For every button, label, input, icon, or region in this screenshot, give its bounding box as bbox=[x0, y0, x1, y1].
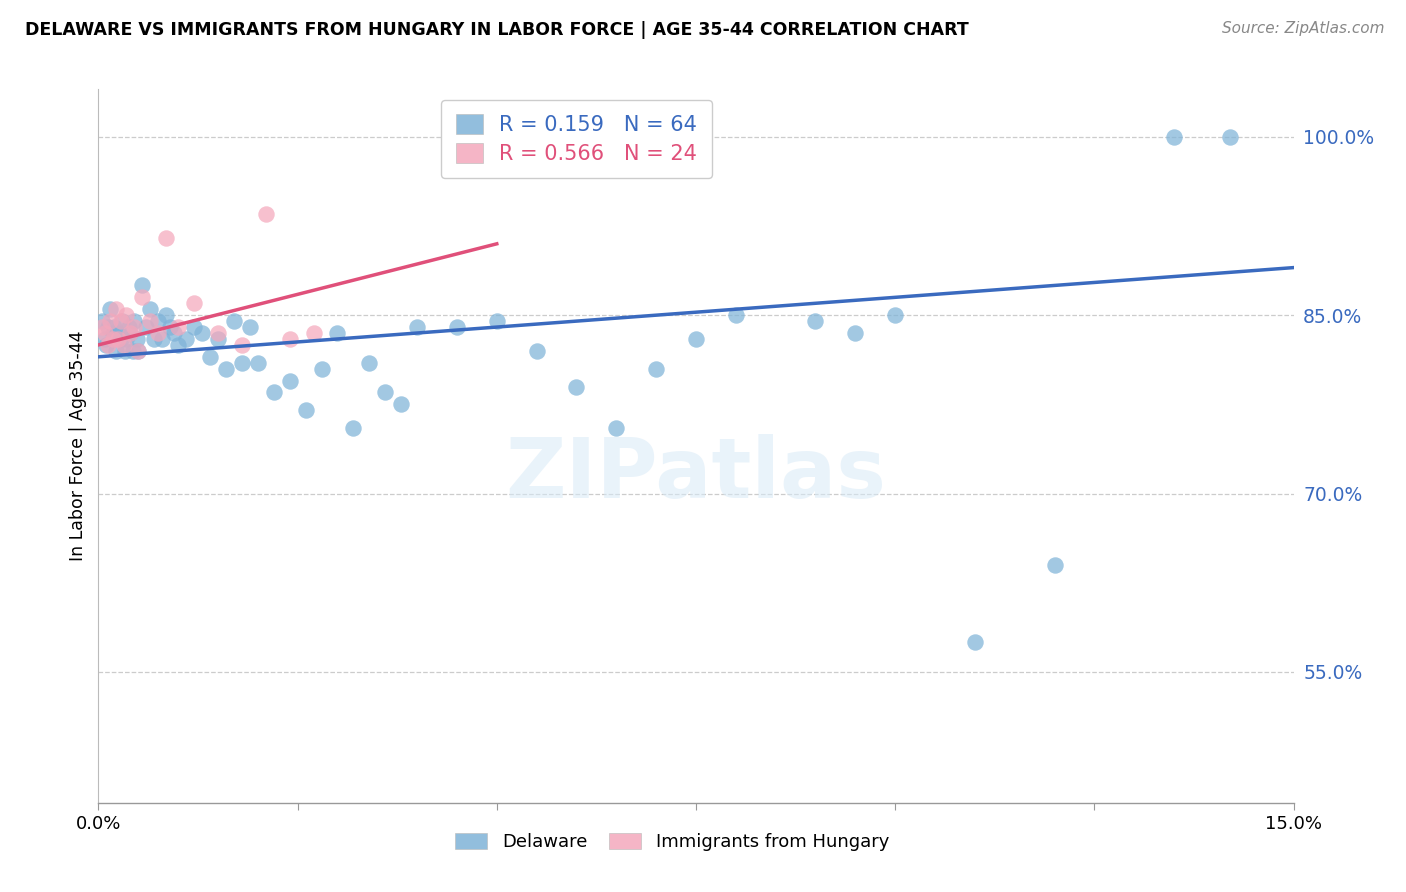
Point bbox=[207, 332, 229, 346]
Point bbox=[131, 290, 153, 304]
Point bbox=[112, 338, 135, 352]
Point bbox=[104, 302, 127, 317]
Point bbox=[155, 308, 177, 322]
Point bbox=[98, 302, 122, 317]
Point bbox=[174, 332, 197, 346]
Point bbox=[120, 326, 142, 340]
Point bbox=[311, 361, 333, 376]
Point bbox=[111, 314, 134, 328]
Point bbox=[91, 320, 114, 334]
Point bbox=[302, 326, 325, 340]
Point bbox=[231, 356, 253, 370]
Point bbox=[278, 374, 301, 388]
Point bbox=[215, 361, 238, 376]
Text: DELAWARE VS IMMIGRANTS FROM HUNGARY IN LABOR FORCE | AGE 35-44 CORRELATION CHART: DELAWARE VS IMMIGRANTS FROM HUNGARY IN L… bbox=[25, 21, 969, 38]
Point bbox=[183, 296, 205, 310]
Point bbox=[565, 379, 588, 393]
Point bbox=[167, 338, 190, 352]
Point bbox=[97, 338, 120, 352]
Point bbox=[1043, 558, 1066, 572]
Point bbox=[148, 314, 170, 328]
Point bbox=[342, 421, 364, 435]
Point bbox=[124, 314, 146, 328]
Point bbox=[526, 343, 548, 358]
Point bbox=[121, 343, 143, 358]
Point bbox=[263, 385, 285, 400]
Point bbox=[115, 308, 138, 322]
Point bbox=[96, 338, 118, 352]
Point bbox=[207, 326, 229, 340]
Point bbox=[120, 326, 142, 340]
Text: ZIPatlas: ZIPatlas bbox=[506, 434, 886, 515]
Point bbox=[107, 332, 129, 346]
Point bbox=[963, 635, 986, 649]
Point bbox=[884, 308, 907, 322]
Point bbox=[167, 320, 190, 334]
Point bbox=[127, 343, 149, 358]
Point bbox=[103, 320, 125, 334]
Point bbox=[231, 338, 253, 352]
Point bbox=[389, 397, 412, 411]
Point bbox=[91, 314, 114, 328]
Point bbox=[139, 314, 162, 328]
Point bbox=[125, 332, 148, 346]
Point bbox=[374, 385, 396, 400]
Point bbox=[246, 356, 269, 370]
Point bbox=[94, 326, 117, 340]
Point bbox=[183, 320, 205, 334]
Legend: Delaware, Immigrants from Hungary: Delaware, Immigrants from Hungary bbox=[447, 825, 897, 858]
Point bbox=[645, 361, 668, 376]
Point bbox=[191, 326, 214, 340]
Point bbox=[605, 421, 627, 435]
Point bbox=[685, 332, 707, 346]
Point bbox=[359, 356, 381, 370]
Point bbox=[143, 332, 166, 346]
Point bbox=[135, 320, 157, 334]
Point bbox=[239, 320, 262, 334]
Point bbox=[294, 403, 316, 417]
Point bbox=[485, 314, 508, 328]
Point bbox=[98, 314, 122, 328]
Point bbox=[101, 326, 124, 340]
Point bbox=[115, 332, 138, 346]
Point bbox=[110, 332, 132, 346]
Point bbox=[844, 326, 866, 340]
Point bbox=[127, 343, 149, 358]
Point bbox=[94, 332, 117, 346]
Point bbox=[804, 314, 827, 328]
Point bbox=[1219, 129, 1241, 144]
Point bbox=[222, 314, 245, 328]
Point bbox=[118, 320, 141, 334]
Point bbox=[724, 308, 747, 322]
Point bbox=[150, 332, 173, 346]
Point bbox=[254, 207, 277, 221]
Point bbox=[1163, 129, 1185, 144]
Text: Source: ZipAtlas.com: Source: ZipAtlas.com bbox=[1222, 21, 1385, 36]
Point bbox=[155, 231, 177, 245]
Y-axis label: In Labor Force | Age 35-44: In Labor Force | Age 35-44 bbox=[69, 331, 87, 561]
Point bbox=[104, 343, 127, 358]
Point bbox=[114, 343, 136, 358]
Point bbox=[198, 350, 221, 364]
Point bbox=[124, 320, 146, 334]
Point bbox=[159, 320, 181, 334]
Point bbox=[278, 332, 301, 346]
Point bbox=[139, 302, 162, 317]
Point bbox=[148, 326, 170, 340]
Point bbox=[326, 326, 349, 340]
Point bbox=[131, 278, 153, 293]
Point bbox=[406, 320, 429, 334]
Point bbox=[101, 332, 124, 346]
Point bbox=[107, 326, 129, 340]
Point bbox=[110, 314, 132, 328]
Point bbox=[446, 320, 468, 334]
Point bbox=[163, 326, 186, 340]
Point bbox=[97, 320, 120, 334]
